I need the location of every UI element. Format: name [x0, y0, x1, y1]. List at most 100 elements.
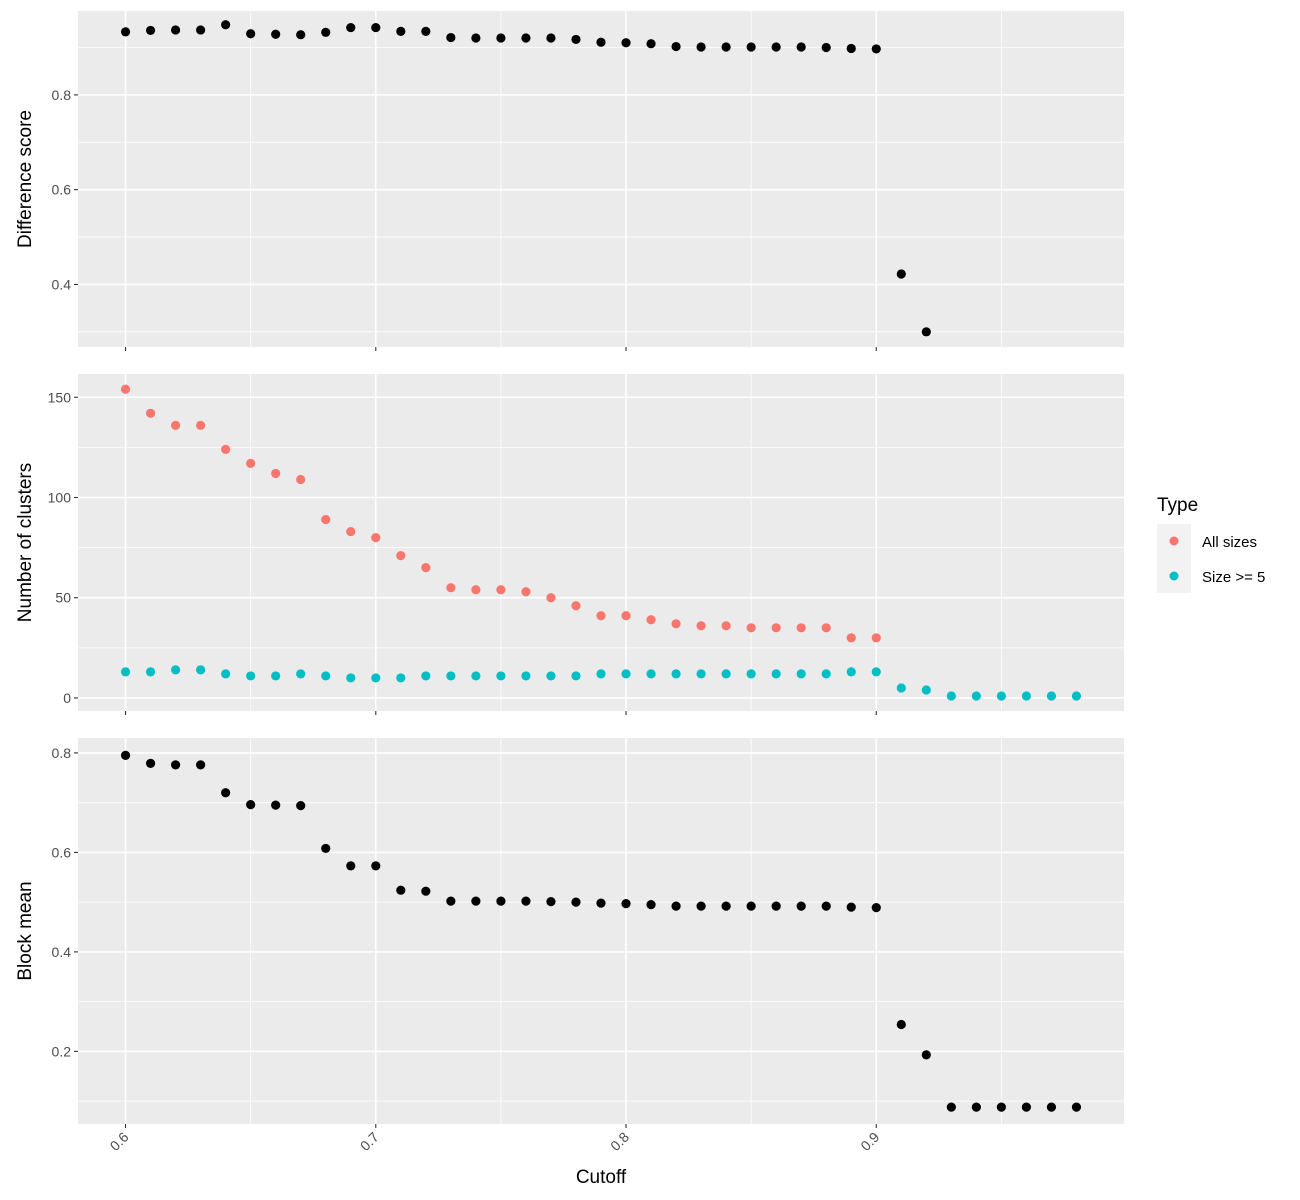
data-point: [671, 41, 681, 52]
x-axis-title: Cutoff: [576, 1167, 627, 1188]
data-point: [321, 843, 331, 854]
legend: Type All sizes Size >= 5: [1157, 495, 1265, 593]
data-point: [896, 269, 906, 279]
data-point: [771, 42, 781, 52]
data-point: [346, 526, 356, 537]
data-point: [621, 669, 631, 679]
data-point: [471, 585, 481, 595]
series-size-5: [120, 665, 1082, 701]
data-point: [896, 683, 906, 693]
data-point: [746, 901, 756, 911]
data-point: [296, 30, 306, 40]
data-point: [871, 633, 881, 643]
data-point: [1021, 691, 1032, 701]
data-point: [671, 619, 681, 629]
data-point: [221, 444, 231, 454]
data-point: [1021, 1102, 1032, 1112]
data-point: [871, 44, 881, 54]
data-point: [246, 800, 256, 810]
data-point: [346, 22, 356, 33]
data-point: [871, 667, 881, 677]
data-point: [821, 623, 831, 633]
panel-background: [78, 11, 1124, 347]
data-point: [896, 1019, 906, 1030]
data-point: [1071, 1102, 1082, 1112]
data-point: [346, 861, 356, 871]
data-point: [1046, 691, 1057, 701]
data-point: [145, 758, 156, 768]
legend-key-all-sizes: [1169, 536, 1179, 546]
data-point: [321, 27, 331, 37]
data-point: [145, 408, 156, 418]
data-point: [145, 667, 156, 677]
data-point: [271, 800, 281, 810]
data-point: [696, 669, 706, 679]
legend-title: Type: [1157, 495, 1198, 516]
data-point: [521, 671, 531, 681]
data-point: [746, 42, 756, 52]
data-point: [196, 665, 206, 675]
data-point: [471, 671, 481, 681]
data-point: [120, 750, 131, 761]
data-point: [521, 33, 531, 43]
data-point: [246, 671, 256, 681]
data-point: [196, 25, 206, 35]
data-point: [646, 900, 656, 910]
data-point: [396, 673, 406, 683]
data-point: [446, 896, 456, 906]
data-point: [596, 669, 606, 679]
y-axis-title: Block mean: [15, 881, 36, 980]
panels: 0.4 0.6 0.8 Difference score 0 50 100 150 Number…: [15, 11, 1124, 1154]
data-point: [346, 673, 356, 683]
data-point: [371, 673, 381, 683]
data-point: [496, 585, 506, 595]
data-point: [196, 760, 206, 770]
data-point: [696, 901, 706, 911]
data-point: [296, 474, 306, 485]
y-axis-title: Difference score: [15, 110, 36, 248]
data-point: [421, 26, 431, 36]
data-point: [271, 468, 281, 479]
data-point: [946, 1102, 956, 1112]
data-point: [846, 667, 856, 677]
data-point: [996, 1102, 1006, 1112]
series-points: [120, 750, 1082, 1112]
data-point: [846, 633, 856, 643]
data-point: [621, 899, 631, 909]
data-point: [170, 420, 181, 430]
panel-3: 0.2 0.4 0.6 0.8 Block mean: [15, 738, 1124, 1128]
data-point: [371, 22, 381, 33]
data-point: [596, 37, 606, 47]
data-point: [971, 1102, 981, 1112]
data-point: [296, 801, 306, 811]
data-point: [471, 896, 481, 906]
x-tick-label: 0.6: [107, 1129, 132, 1154]
data-point: [796, 42, 806, 52]
data-point: [321, 671, 331, 681]
data-point: [621, 611, 631, 621]
legend-label-size-ge-5: Size >= 5: [1202, 569, 1265, 586]
data-point: [721, 669, 731, 679]
data-point: [246, 458, 256, 469]
data-point: [446, 32, 456, 43]
data-point: [871, 903, 881, 913]
data-point: [796, 623, 806, 633]
panel-2: 0 50 100 150 Number of clusters: [15, 374, 1124, 715]
data-point: [571, 34, 581, 45]
data-point: [221, 669, 231, 679]
data-point: [321, 514, 331, 525]
data-point: [170, 25, 181, 35]
y-axis-title: Number of clusters: [15, 463, 36, 622]
y-tick-label: 0.8: [52, 745, 72, 761]
data-point: [120, 667, 131, 677]
data-point: [571, 601, 581, 611]
y-tick-label: 150: [48, 389, 72, 405]
data-point: [170, 760, 181, 770]
data-point: [546, 671, 556, 681]
data-point: [246, 29, 256, 39]
data-point: [696, 42, 706, 52]
data-point: [671, 669, 681, 679]
panel-background: [78, 374, 1124, 711]
data-point: [771, 623, 781, 633]
